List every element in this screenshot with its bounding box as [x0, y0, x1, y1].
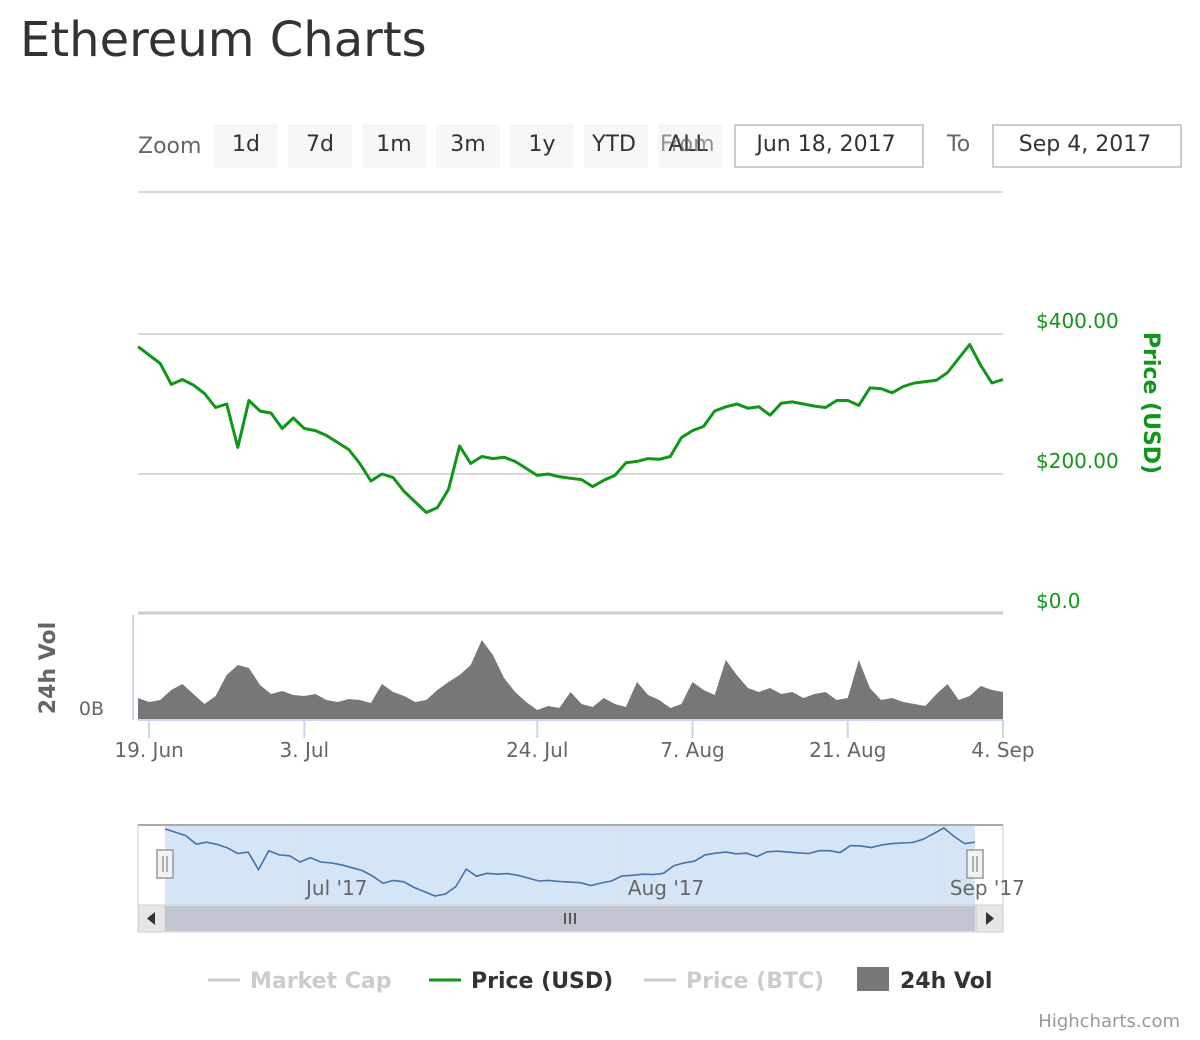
navigator-selected-range[interactable] [165, 825, 975, 905]
price-tick-label: $400.00 [1036, 309, 1119, 333]
volume-area [138, 640, 1003, 720]
price-axis-ticks: $0.0 $200.00 $400.00 [1036, 309, 1119, 613]
svg-text:Price (USD): Price (USD) [471, 969, 613, 994]
zoom-7d-button[interactable]: 7d [288, 124, 352, 168]
range-selector: Zoom 1d 7d 1m 3m 1y YTD ALL From [138, 124, 1182, 168]
price-series-line [137, 343, 1004, 514]
scrollbar[interactable] [137, 904, 1004, 933]
from-label: From [660, 132, 715, 157]
svg-text:1m: 1m [376, 132, 411, 157]
svg-text:3m: 3m [450, 132, 485, 157]
legend-item-price-btc[interactable]: Price (BTC) [644, 969, 824, 994]
zoom-1d-button[interactable]: 1d [214, 124, 278, 168]
zoom-1y-button[interactable]: 1y [510, 124, 574, 168]
zoom-3m-button[interactable]: 3m [436, 124, 500, 168]
svg-text:24h Vol: 24h Vol [900, 969, 992, 994]
x-tick-label: 19. Jun [114, 738, 183, 762]
svg-text:YTD: YTD [591, 132, 636, 157]
volume-series [138, 640, 1003, 720]
zoom-ytd-button[interactable]: YTD [584, 124, 648, 168]
to-date-input[interactable]: Sep 4, 2017 [992, 124, 1182, 168]
svg-text:Price (BTC): Price (BTC) [686, 969, 824, 994]
svg-text:ALL: ALL [668, 132, 708, 157]
zoom-1m-button[interactable]: 1m [362, 124, 426, 168]
volume-axis-title: 24h Vol [36, 622, 61, 714]
scroll-right-button[interactable] [975, 904, 1004, 933]
page-title: Ethereum Charts [20, 12, 427, 68]
zoom-label: Zoom [138, 134, 201, 159]
x-tick-label: 3. Jul [280, 738, 330, 762]
x-axis-ticks: 19. Jun 3. Jul 24. Jul 7. Aug 21. Aug 4. Sep [114, 720, 1035, 762]
navigator-ticks: Jul '17 Aug '17 Sep '17 [299, 825, 1025, 905]
price-axis-title: Price (USD) [1138, 332, 1163, 474]
legend-item-market-cap[interactable]: Market Cap [208, 969, 391, 994]
navigator-tick-label: Aug '17 [628, 876, 704, 900]
navigator[interactable]: Jul '17 Aug '17 Sep '17 [137, 824, 1025, 906]
zoom-all-button[interactable]: ALL [658, 124, 722, 168]
navigator-left-handle[interactable] [156, 849, 174, 879]
to-date-value: Sep 4, 2017 [1019, 132, 1151, 157]
highcharts-credit[interactable]: Highcharts.com [1038, 1011, 1180, 1032]
svg-text:1d: 1d [232, 132, 260, 157]
to-label: To [946, 132, 970, 157]
svg-text:1y: 1y [528, 132, 555, 157]
chevron-left-icon [147, 912, 155, 925]
price-grid [138, 333, 1003, 475]
scrollbar-grip-icon [564, 913, 576, 924]
navigator-tick-label: Jul '17 [304, 876, 367, 900]
volume-axis-tick-0: 0B [79, 698, 104, 720]
navigator-tick-label: Sep '17 [950, 876, 1025, 900]
price-tick-label: $0.0 [1036, 589, 1081, 613]
navigator-series-line [164, 827, 976, 897]
legend-rect-symbol [857, 967, 889, 991]
legend: Market Cap Price (USD) Price (BTC) 24h V… [208, 967, 992, 994]
x-tick-label: 7. Aug [660, 738, 725, 762]
svg-text:Market Cap: Market Cap [250, 969, 391, 994]
price-tick-label: $200.00 [1036, 449, 1119, 473]
from-date-input[interactable]: Jun 18, 2017 [734, 124, 924, 168]
navigator-right-handle[interactable] [966, 849, 984, 879]
x-tick-label: 21. Aug [809, 738, 886, 762]
legend-item-price-usd[interactable]: Price (USD) [429, 969, 613, 994]
svg-text:7d: 7d [306, 132, 334, 157]
scroll-left-button[interactable] [137, 904, 166, 933]
legend-item-24h-vol[interactable]: 24h Vol [857, 967, 992, 994]
from-date-value: Jun 18, 2017 [754, 132, 895, 157]
x-tick-label: 4. Sep [971, 738, 1034, 762]
chevron-right-icon [986, 912, 994, 925]
x-tick-label: 24. Jul [506, 738, 568, 762]
